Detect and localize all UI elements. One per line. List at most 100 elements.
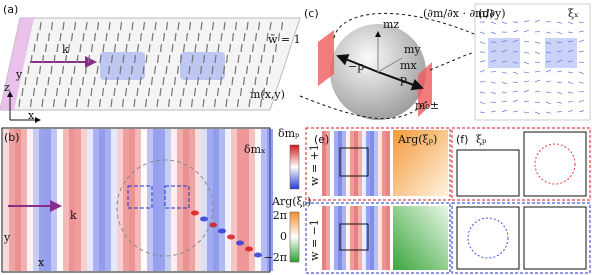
- spin-arrow: [67, 43, 71, 53]
- spin-arrow: [73, 21, 77, 31]
- wave-label: k: [70, 209, 77, 222]
- field-arrow: [556, 41, 563, 44]
- vector: [377, 71, 424, 91]
- spin-arrow: [113, 43, 117, 53]
- connector: [333, 13, 489, 41]
- spin-arrow: [76, 54, 79, 64]
- field-arrow: [490, 31, 497, 35]
- spin-arrow: [113, 87, 116, 97]
- spin-arrow: [24, 76, 27, 86]
- field-arrow: [545, 60, 552, 63]
- field-map: [456, 206, 520, 270]
- field-arrow: [512, 99, 519, 103]
- field-arrow: [578, 30, 585, 33]
- field-arrow: [556, 91, 563, 95]
- spin-arrow: [73, 65, 76, 75]
- field-arrow: [545, 31, 552, 34]
- spin-arrow: [219, 76, 223, 86]
- field-arrow: [545, 21, 552, 23]
- wave-stripe: [386, 131, 390, 196]
- spin-arrow: [214, 54, 217, 64]
- spin-arrow: [62, 21, 65, 31]
- spin-arrow: [99, 54, 102, 64]
- wave-stripe: [3, 129, 9, 271]
- spin-arrow: [223, 21, 226, 31]
- wave-stripe: [362, 206, 366, 270]
- field-arrow: [534, 101, 541, 104]
- spin-arrow: [38, 65, 42, 75]
- connector: [299, 95, 429, 120]
- spin-arrow: [32, 87, 36, 97]
- field-arrow: [501, 100, 508, 103]
- field-arrow: [490, 91, 497, 95]
- vortex-box: [488, 38, 520, 68]
- wave-stripe: [334, 131, 338, 196]
- spin-arrow: [151, 32, 154, 42]
- wave-stripe: [135, 129, 141, 271]
- region-circle: [116, 159, 214, 257]
- field-arrow: [545, 51, 552, 54]
- field-arrow: [567, 21, 574, 25]
- field-label: δmₓ: [244, 143, 266, 156]
- field-arrow: [512, 110, 519, 113]
- spin-arrow: [128, 32, 131, 42]
- spin-arrow: [234, 21, 238, 31]
- spin-arrow: [220, 32, 223, 42]
- spin-arrow: [122, 54, 125, 64]
- spin-arrow: [202, 54, 206, 64]
- spin-arrow: [156, 54, 160, 64]
- field-arrow: [523, 71, 530, 74]
- panel-a: k (a) y x z m(x,y): [0, 3, 301, 123]
- wave-stripe: [51, 129, 57, 271]
- field-arrow: [545, 80, 552, 83]
- wave-stripe: [99, 129, 105, 271]
- spin-arrow: [251, 87, 254, 97]
- plane-minus: [318, 30, 334, 86]
- wave-stripe: [358, 131, 362, 196]
- field-arrow: [523, 111, 530, 114]
- spin-arrow: [159, 43, 163, 53]
- winding-label: w̃ = 1: [268, 33, 301, 46]
- spin-arrow: [39, 21, 42, 31]
- spin-arrow: [150, 76, 154, 86]
- field-arrow: [501, 71, 508, 74]
- field-arrow: [578, 99, 585, 103]
- field-arrow: [512, 81, 519, 84]
- spin-arrow: [75, 98, 79, 108]
- wave-stripe: [267, 129, 273, 271]
- field-arrow: [501, 40, 508, 43]
- spin-arrow: [81, 76, 85, 86]
- field-arrow: [578, 91, 585, 93]
- wave-stripe: [171, 129, 177, 271]
- field-arrow: [479, 81, 486, 83]
- wave-stripe: [243, 129, 249, 271]
- spin-arrow: [182, 43, 186, 53]
- colorbar: [289, 144, 300, 190]
- wave-stripe: [123, 129, 129, 271]
- spin-arrow: [96, 65, 99, 75]
- field-arrow: [512, 30, 519, 33]
- wave-stripe: [330, 131, 334, 196]
- spin-arrow: [147, 87, 151, 97]
- spin-arrow: [188, 21, 192, 31]
- wave-stripe: [207, 129, 213, 271]
- spin-arrow: [231, 32, 235, 42]
- spin-arrow: [35, 76, 39, 86]
- spin-arrow: [144, 98, 148, 108]
- spin-arrow: [52, 98, 56, 108]
- field-arrow: [534, 31, 541, 33]
- spin-arrow: [93, 76, 96, 86]
- wave-stripe: [225, 129, 231, 271]
- spin-arrow: [254, 32, 258, 42]
- wave-stripe: [255, 129, 261, 271]
- vector: [336, 54, 379, 73]
- field-arrow: [534, 79, 541, 83]
- wave-stripe: [342, 131, 346, 196]
- panel-label: (a): [3, 3, 18, 16]
- spin-arrow: [153, 65, 157, 75]
- field-arrow: [512, 51, 519, 53]
- wave-stripe: [362, 131, 366, 196]
- vector-label: p: [400, 73, 407, 86]
- spin-arrow: [245, 65, 249, 75]
- spin-arrow: [156, 98, 159, 108]
